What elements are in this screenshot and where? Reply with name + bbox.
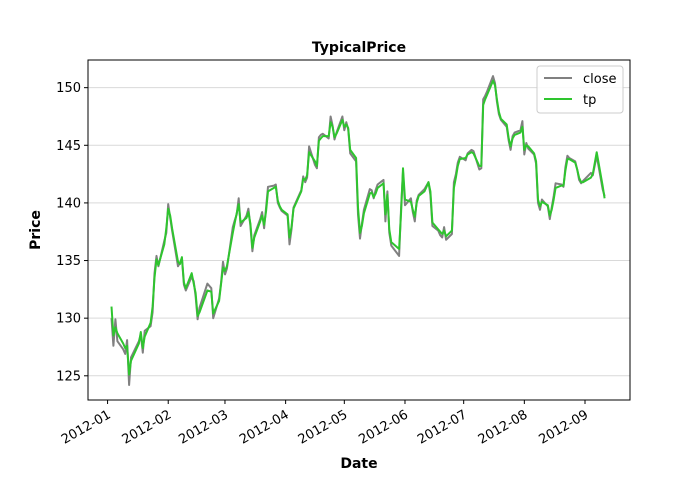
series-line-tp (110, 79, 606, 376)
y-axis-title: Price (28, 210, 44, 250)
legend-label-close: close (583, 72, 616, 87)
plot-frame (87, 59, 631, 401)
y-tick-label: 145 (56, 139, 81, 154)
legend: close tp (536, 65, 624, 114)
series-layer (110, 75, 606, 386)
y-tick-label: 130 (56, 312, 81, 327)
chart-title: TypicalPrice (312, 40, 406, 56)
y-tick-label: 140 (56, 196, 81, 211)
y-tick-label: 135 (56, 254, 81, 269)
y-tick-label: 125 (56, 369, 81, 384)
legend-label-tp: tp (583, 93, 596, 108)
y-tick-label: 150 (56, 81, 81, 96)
x-axis-title: Date (340, 456, 377, 472)
